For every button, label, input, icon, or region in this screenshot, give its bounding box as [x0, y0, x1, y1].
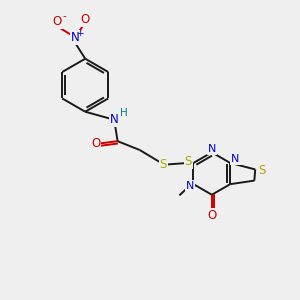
Text: S: S	[160, 158, 167, 171]
Text: O: O	[91, 137, 101, 150]
Text: N: N	[186, 181, 194, 190]
Text: H: H	[120, 108, 128, 118]
Text: N: N	[70, 31, 79, 44]
Text: +: +	[76, 28, 84, 38]
Text: -: -	[63, 11, 67, 21]
Text: S: S	[184, 155, 192, 168]
Text: O: O	[81, 13, 90, 26]
Text: N: N	[208, 144, 216, 154]
Text: N: N	[231, 154, 240, 164]
Text: S: S	[258, 164, 266, 177]
Text: O: O	[52, 15, 62, 28]
Text: O: O	[207, 208, 217, 222]
Text: N: N	[110, 112, 118, 126]
